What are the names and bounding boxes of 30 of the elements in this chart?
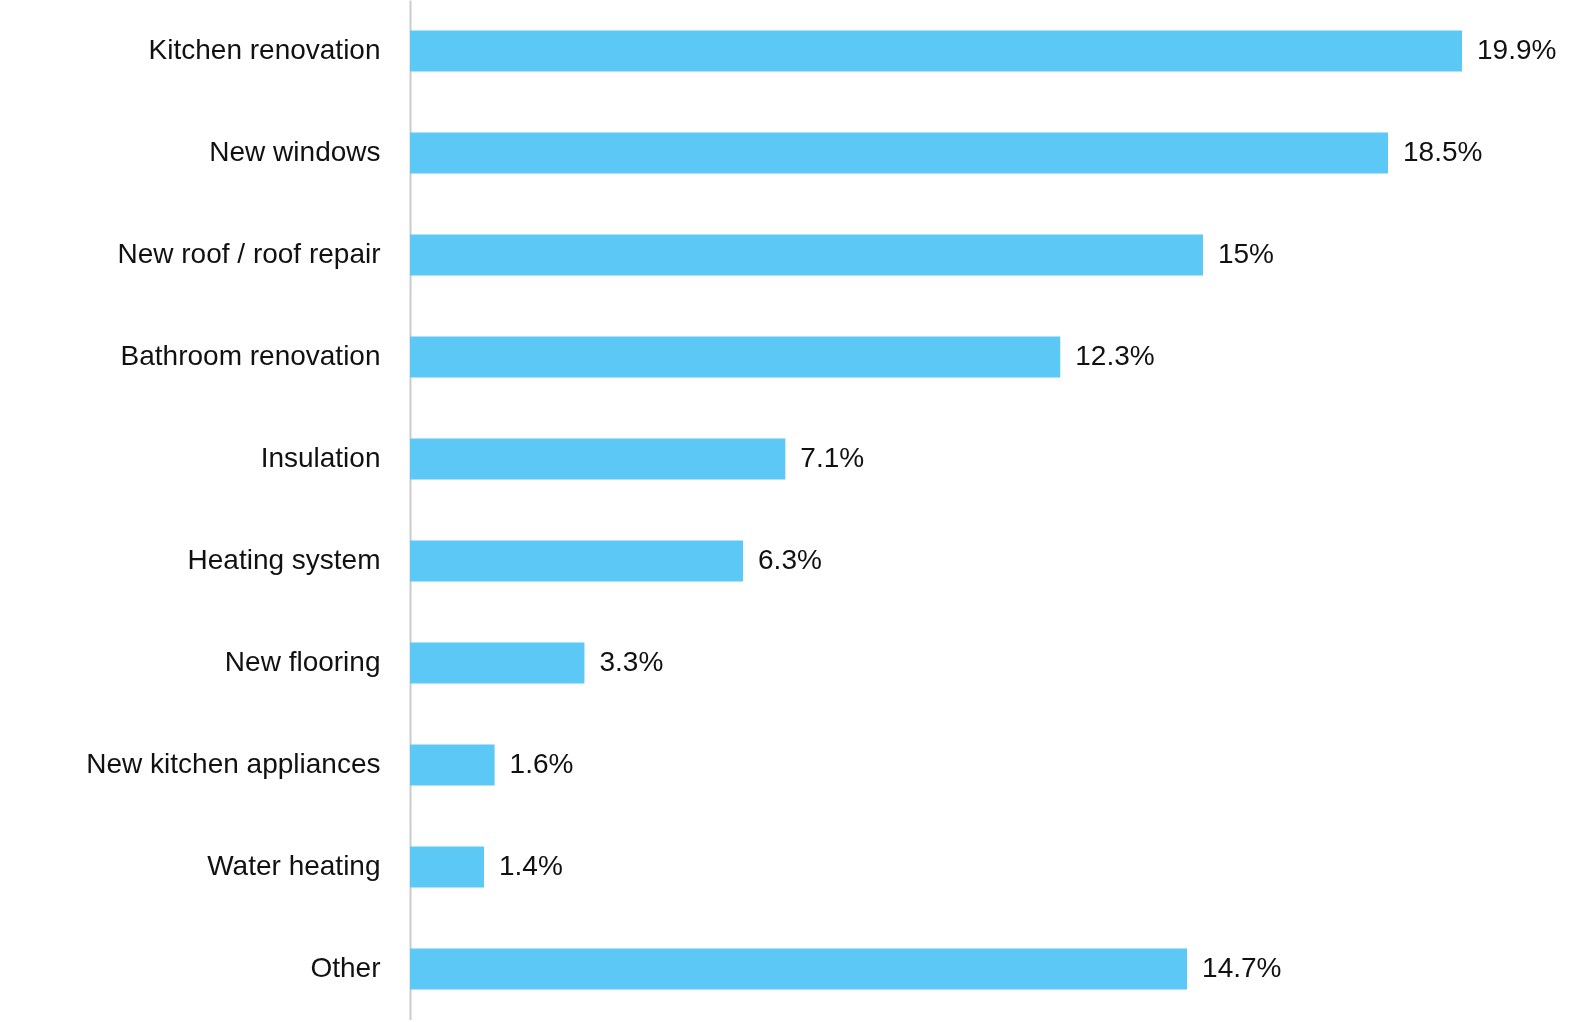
y-tick-label: New kitchen appliances [86, 748, 381, 779]
bar [410, 846, 485, 888]
data-label: 12.3% [1075, 340, 1155, 371]
data-label: 1.6% [509, 748, 574, 779]
data-label: 3.3% [599, 646, 664, 677]
y-tick-label: Water heating [207, 850, 381, 881]
data-label: 1.4% [499, 850, 563, 881]
bar [410, 132, 1388, 174]
y-tick-label: Other [310, 952, 381, 983]
bar [410, 642, 585, 684]
data-label: 6.3% [758, 544, 822, 575]
y-tick-label: Bathroom renovation [120, 340, 381, 371]
data-label: 14.7% [1202, 952, 1282, 983]
y-tick-label: Heating system [187, 544, 381, 575]
bar [410, 438, 786, 480]
y-tick-label: New flooring [224, 646, 381, 677]
bar [410, 948, 1188, 990]
y-tick-label: New roof / roof repair [117, 238, 381, 269]
bar [410, 540, 744, 582]
y-tick-label: Kitchen renovation [148, 34, 381, 65]
bar [410, 744, 495, 786]
data-label: 7.1% [800, 442, 865, 473]
y-tick-label: Insulation [260, 442, 381, 473]
y-tick-label: New windows [209, 136, 381, 167]
data-label: 18.5% [1402, 136, 1483, 167]
data-label: 15% [1217, 238, 1275, 269]
bar [410, 234, 1203, 276]
bar [410, 336, 1061, 378]
data-label: 19.9% [1477, 34, 1557, 65]
bar [410, 30, 1462, 72]
